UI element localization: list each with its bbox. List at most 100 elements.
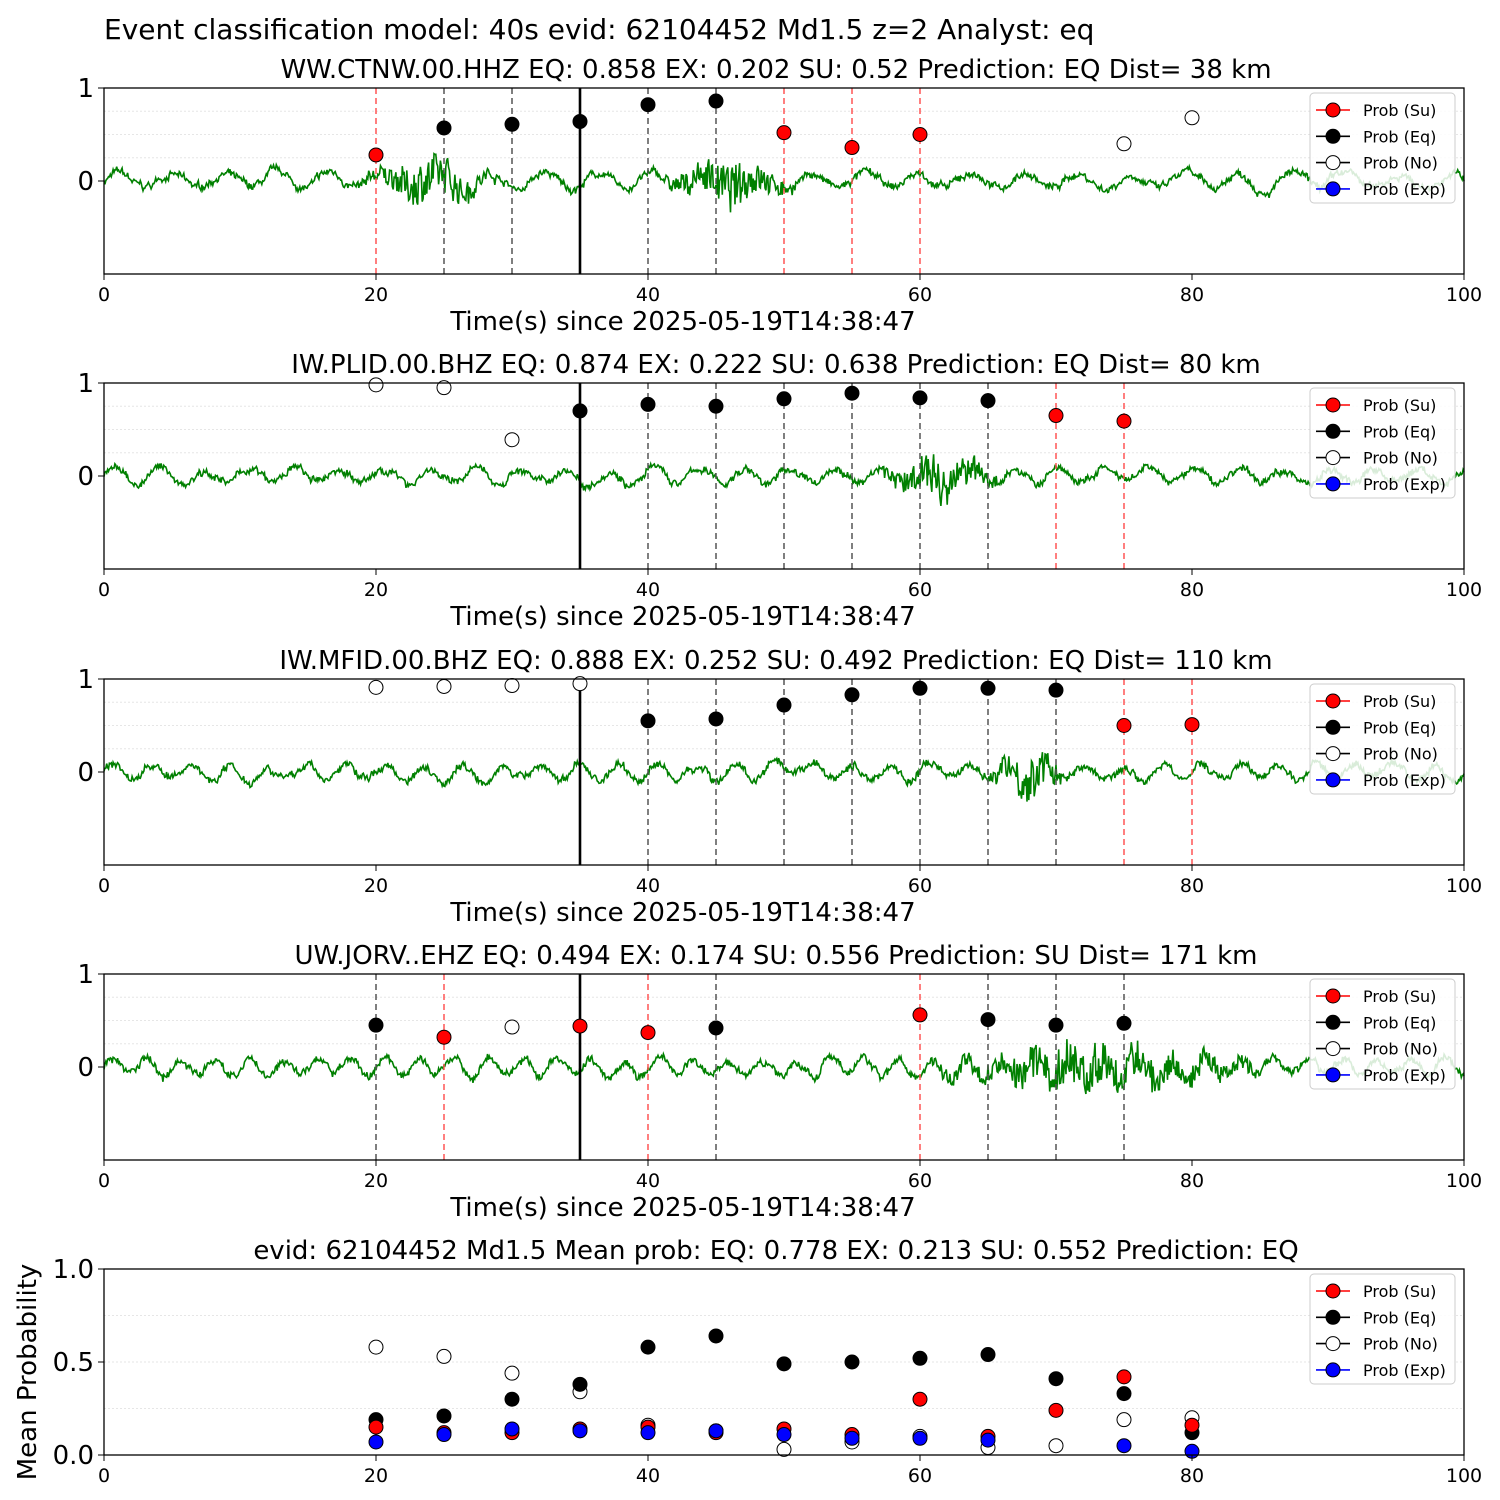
x-tick-label: 20 [364,875,388,897]
legend-marker-exp [1325,1362,1341,1378]
mean-prob-marker-eq [640,1339,656,1355]
x-tick-label: 40 [636,1465,660,1487]
prob-marker-eq [1116,1015,1132,1031]
x-tick-label: 0 [98,875,110,897]
prob-marker-eq [504,116,520,132]
prob-marker-no [368,679,384,695]
prob-marker-no [436,380,452,396]
prob-marker-eq [1048,682,1064,698]
mean-prob-marker-eq [708,1328,724,1344]
legend-marker-eq [1325,128,1341,144]
prob-marker-eq [708,398,724,414]
legend-box [1309,1273,1456,1385]
mean-prob-marker-no [1116,1412,1132,1428]
x-tick-label: 100 [1446,284,1482,306]
legend-label: Prob (Su) [1363,101,1436,120]
y-tick-label: 0 [77,167,94,197]
mean-prob-marker-no [1048,1438,1064,1454]
legend-marker-no [1325,1041,1341,1057]
x-tick-label: 40 [636,1170,660,1192]
legend-marker-su [1325,693,1341,709]
chart-panel-2: 0 20 40 60 80 100 0 1 IW.PLID.00.BHZ EQ: 0.874 E… [77,350,1482,632]
mean-prob-marker-su [1116,1369,1132,1385]
x-tick-label: 80 [1180,1465,1204,1487]
prob-marker-su [1116,718,1132,733]
legend-label: Prob (No) [1363,1040,1438,1059]
prob-marker-no [1184,110,1200,126]
legend-marker-eq [1325,423,1341,439]
legend-marker-no [1325,155,1341,171]
prob-marker-su [1116,413,1132,429]
x-tick-label: 80 [1180,579,1204,601]
prob-marker-no [436,678,452,694]
mean-prob-marker-exp [844,1430,860,1446]
legend-label: Prob (No) [1363,449,1438,468]
legend-label: Prob (Exp) [1363,1066,1446,1085]
x-axis-label: Time(s) since 2025-05-19T14:38:47 [449,307,915,337]
prob-marker-su [368,147,384,163]
legend-marker-exp [1325,476,1341,492]
legend-label: Prob (Eq) [1363,1308,1436,1327]
legend-marker-eq [1325,1014,1341,1030]
mean-prob-marker-exp [640,1425,656,1441]
x-tick-label: 60 [908,875,932,897]
y-tick-label: 0.0 [53,1441,94,1471]
legend-marker-no [1325,1336,1341,1352]
x-tick-label: 100 [1446,579,1482,601]
chart-panel-4: 0 20 40 60 80 100 0 1 UW.JORV..EHZ EQ: 0.494 EX:… [77,941,1482,1223]
y-tick-label: 0 [77,1053,94,1083]
x-tick-label: 0 [98,1465,110,1487]
mean-prob-marker-exp [776,1427,792,1443]
panel-title: WW.CTNW.00.HHZ EQ: 0.858 EX: 0.202 SU: 0… [280,55,1271,85]
x-tick-label: 100 [1446,875,1482,897]
legend-marker-su [1325,988,1341,1004]
mean-prob-marker-exp [1116,1438,1132,1454]
prob-marker-eq [980,1012,996,1028]
mean-prob-marker-exp [436,1427,452,1443]
x-tick-label: 0 [98,284,110,306]
prob-marker-eq [844,687,860,703]
panel-title: UW.JORV..EHZ EQ: 0.494 EX: 0.174 SU: 0.5… [295,941,1258,971]
mean-prob-marker-su [912,1391,928,1407]
x-tick-label: 100 [1446,1465,1482,1487]
legend-label: Prob (Su) [1363,987,1436,1006]
legend-label: Prob (Eq) [1363,127,1436,146]
legend-label: Prob (Exp) [1363,180,1446,199]
chart-panel-1: 0 20 40 60 80 100 0 1 WW.CTNW.00.HHZ EQ: 0.858 E… [77,55,1482,337]
legend-label: Prob (No) [1363,745,1438,764]
x-tick-label: 20 [364,284,388,306]
x-tick-label: 20 [364,1170,388,1192]
legend-label: Prob (Eq) [1363,1013,1436,1032]
figure-title: Event classification model: 40s evid: 62… [104,13,1094,46]
legend-marker-exp [1325,181,1341,197]
mean-prob-marker-eq [572,1376,588,1392]
x-tick-label: 80 [1180,284,1204,306]
legend-label: Prob (Exp) [1363,771,1446,790]
prob-marker-su [436,1029,452,1045]
x-tick-label: 60 [908,1465,932,1487]
legend-label: Prob (Su) [1363,1282,1436,1301]
prob-marker-eq [640,97,656,113]
x-tick-label: 60 [908,1170,932,1192]
x-tick-label: 80 [1180,875,1204,897]
x-axis-label: Time(s) since 2025-05-19T14:38:47 [449,898,915,928]
legend-label: Prob (Su) [1363,396,1436,415]
legend-box [1309,92,1456,204]
prob-marker-eq [912,390,928,406]
legend-label: Prob (Su) [1363,692,1436,711]
prob-marker-eq [980,680,996,696]
mean-prob-marker-no [436,1348,452,1364]
x-tick-label: 60 [908,579,932,601]
x-axis-label: Time(s) since 2025-05-19T14:38:47 [449,602,915,632]
legend-box [1309,387,1456,499]
x-tick-label: 40 [636,284,660,306]
legend-label: Prob (Eq) [1363,718,1436,737]
legend-marker-exp [1325,1067,1341,1083]
legend-marker-eq [1325,719,1341,735]
prob-marker-eq [708,93,724,109]
y-axis-label: Mean Probability [13,1264,43,1481]
legend-label: Prob (Exp) [1363,1361,1446,1380]
x-tick-label: 0 [98,1170,110,1192]
prob-marker-su [1184,717,1200,733]
mean-prob-marker-exp [708,1423,724,1439]
